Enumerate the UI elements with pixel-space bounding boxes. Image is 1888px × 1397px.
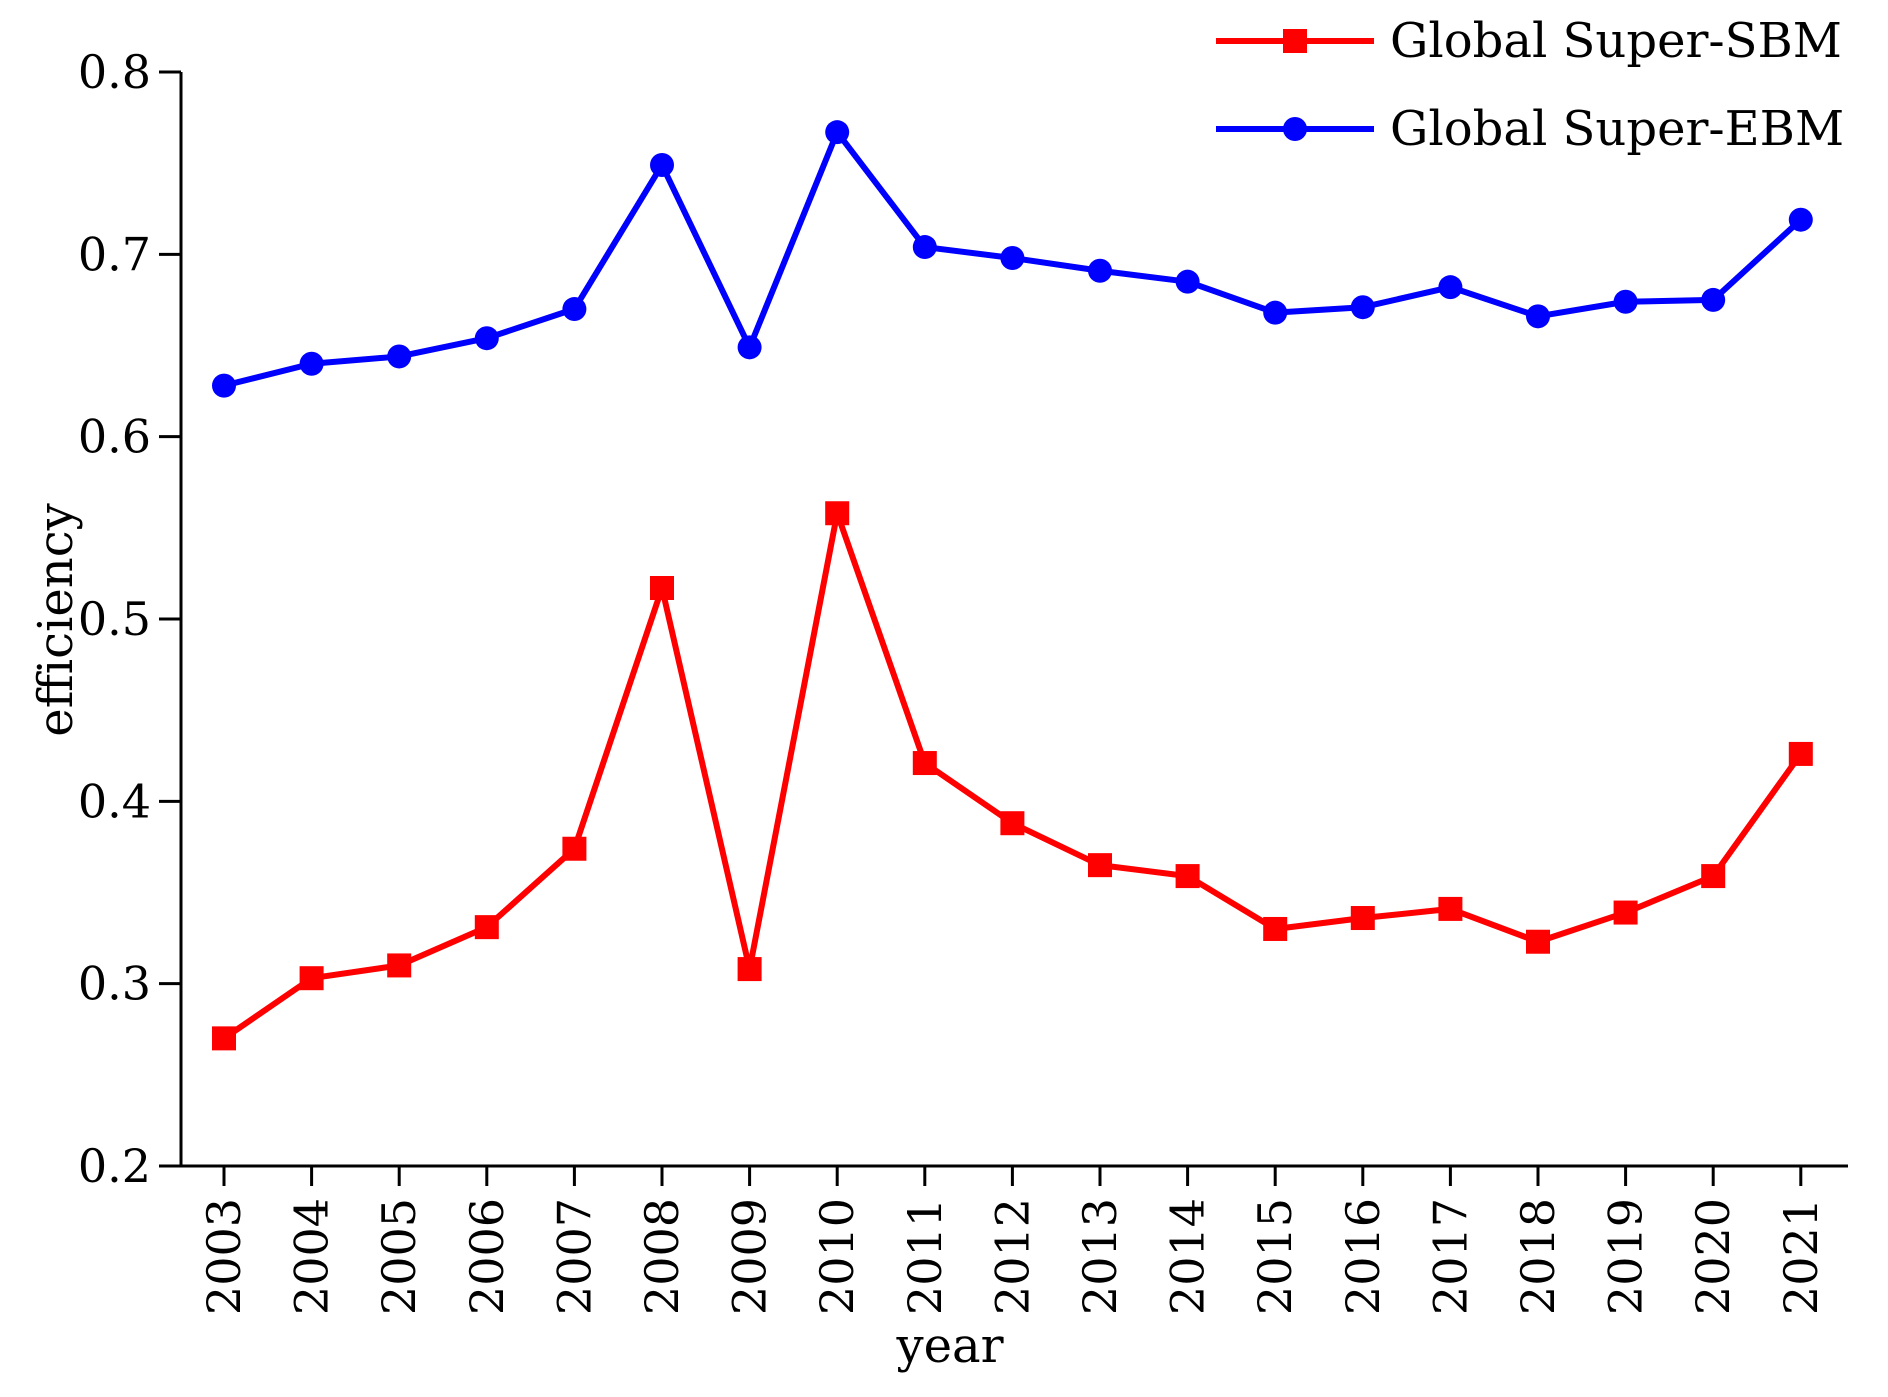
- data-point: [825, 120, 850, 145]
- x-tick-label: 2008: [635, 1198, 689, 1315]
- legend-label: Global Super-EBM: [1390, 101, 1844, 157]
- data-point: [1701, 287, 1726, 312]
- x-tick-label: 2014: [1161, 1198, 1215, 1315]
- data-point: [737, 957, 762, 982]
- x-tick-label: 2013: [1073, 1198, 1127, 1315]
- data-point: [387, 953, 412, 978]
- data-point: [1526, 929, 1550, 954]
- x-tick-label: 2010: [810, 1198, 864, 1315]
- x-tick-label: 2017: [1423, 1198, 1477, 1315]
- data-point: [1788, 207, 1813, 232]
- data-point: [737, 335, 762, 360]
- x-axis-ticks: 2003 2004 2005 2006 2007 2008 2009 2010 2011 2012…: [197, 1166, 1828, 1315]
- data-point: [212, 373, 236, 398]
- data-point: [1350, 906, 1375, 931]
- data-point: [1613, 900, 1638, 925]
- data-point: [1088, 258, 1112, 283]
- data-point: [1000, 245, 1025, 270]
- x-tick-label: 2003: [197, 1198, 251, 1315]
- y-tick-label: 0.7: [78, 227, 151, 281]
- data-point: [299, 351, 324, 376]
- y-tick-label: 0.4: [78, 774, 151, 828]
- data-point: [650, 576, 674, 601]
- data-point: [474, 915, 499, 940]
- data-point: [1701, 864, 1726, 889]
- legend-marker: [1283, 29, 1307, 53]
- y-tick-label: 0.6: [78, 410, 151, 464]
- data-point: [1613, 289, 1638, 314]
- x-tick-label: 2007: [547, 1198, 601, 1315]
- x-tick-label: 2006: [460, 1198, 514, 1315]
- data-point: [1350, 295, 1375, 320]
- x-tick-label: 2016: [1336, 1198, 1390, 1315]
- x-tick-label: 2005: [372, 1198, 426, 1315]
- data-point: [1788, 741, 1813, 766]
- data-point: [1263, 916, 1288, 941]
- data-point: [912, 235, 937, 260]
- data-point: [1438, 275, 1463, 300]
- data-point: [912, 751, 937, 776]
- x-tick-label: 2021: [1774, 1198, 1828, 1315]
- series-layer: [212, 120, 1813, 1051]
- data-point: [474, 326, 499, 351]
- data-point: [650, 152, 674, 177]
- x-tick-label: 2018: [1511, 1198, 1565, 1315]
- x-tick-label: 2012: [985, 1198, 1039, 1315]
- data-point: [1263, 300, 1288, 325]
- data-point: [1000, 811, 1025, 836]
- series-2: [212, 120, 1813, 398]
- x-tick-label: 2015: [1248, 1198, 1302, 1315]
- data-point: [562, 297, 587, 322]
- x-tick-label: 2019: [1599, 1198, 1653, 1315]
- x-axis-title: year: [895, 1318, 1003, 1374]
- y-tick-label: 0.5: [78, 592, 151, 646]
- x-tick-label: 2004: [285, 1198, 339, 1315]
- data-point: [212, 1026, 236, 1051]
- legend: Global Super-SBM Global Super-EBM: [1216, 13, 1844, 157]
- legend-marker: [1283, 117, 1307, 141]
- data-point: [387, 344, 412, 369]
- y-tick-label: 0.2: [78, 1139, 151, 1193]
- data-point: [1088, 853, 1112, 878]
- y-tick-label: 0.8: [78, 45, 151, 99]
- data-point: [1438, 896, 1463, 921]
- data-point: [1175, 864, 1200, 889]
- x-tick-label: 2009: [723, 1198, 777, 1315]
- data-point: [299, 966, 324, 991]
- axes: [179, 72, 1848, 1168]
- data-point: [562, 836, 587, 861]
- y-axis-ticks: 0.2 0.3 0.4 0.5 0.6 0.7 0.8: [78, 45, 181, 1193]
- data-point: [825, 501, 850, 526]
- data-point: [1175, 269, 1200, 294]
- x-tick-label: 2011: [898, 1198, 952, 1315]
- x-tick-label: 2020: [1686, 1198, 1740, 1315]
- legend-label: Global Super-SBM: [1390, 13, 1842, 69]
- series-line: [222, 510, 1804, 1041]
- y-tick-label: 0.3: [78, 957, 151, 1011]
- y-axis-title: efficiency: [28, 503, 84, 736]
- series-1: [212, 501, 1813, 1051]
- data-point: [1526, 304, 1550, 329]
